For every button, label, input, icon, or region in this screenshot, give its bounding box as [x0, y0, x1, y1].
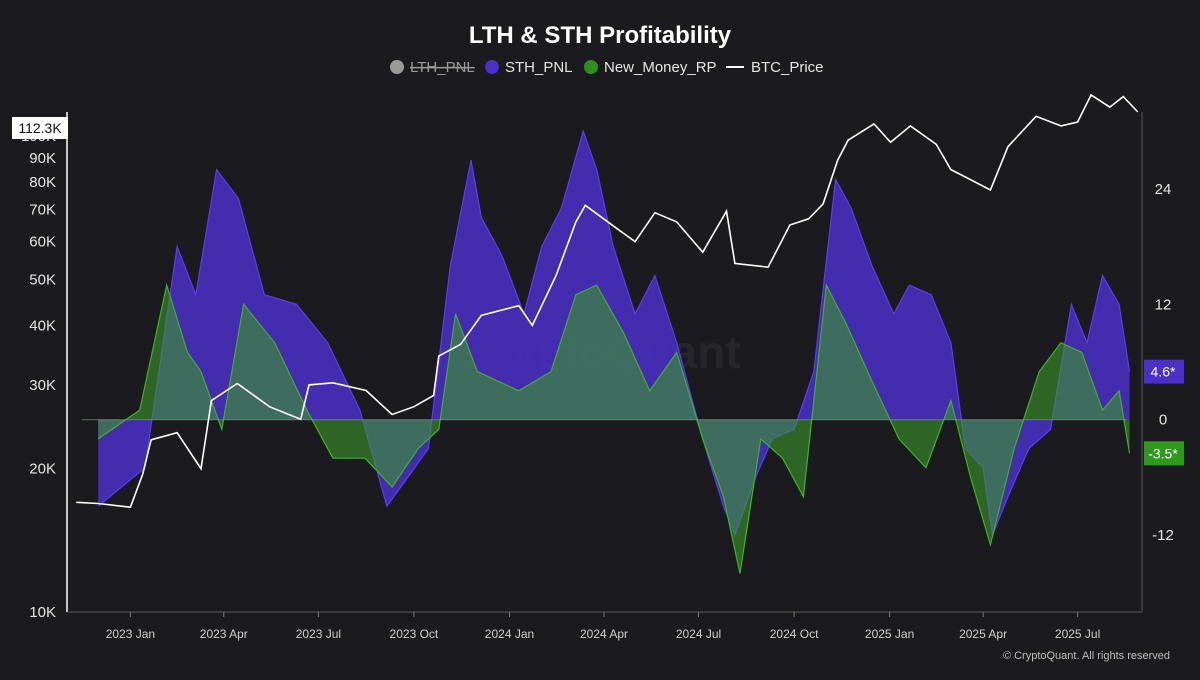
legend-dot-lth	[390, 60, 404, 74]
right-tick-label: 0	[1159, 412, 1167, 429]
legend-label-sth: STH_PNL	[505, 59, 573, 76]
new-money-value-badge-bg	[1144, 441, 1184, 466]
x-axis-ticks: 2023 Jan 2023 Apr 2023 Jul 2023 Oct 2024 Jan…	[106, 612, 1100, 641]
sth-value-badge-bg	[1144, 359, 1184, 384]
legend-label-lth: LTH_PNL	[410, 59, 475, 76]
btc-price-line	[76, 93, 1139, 509]
btc-layer	[76, 93, 1139, 509]
new-money-value-badge-label: -3.5*	[1148, 445, 1178, 461]
legend-item-lth[interactable]: LTH_PNL	[390, 59, 475, 76]
legend-dot-sth	[485, 60, 499, 74]
sth-value-badge-label: 4.6*	[1151, 364, 1176, 380]
x-tick-label: 2025 Jul	[1055, 627, 1100, 641]
legend-label-btc: BTC_Price	[751, 59, 824, 76]
x-tick-label: 2024 Oct	[770, 627, 819, 641]
x-tick-label: 2023 Apr	[200, 627, 248, 641]
left-tick-label: 90K	[29, 150, 56, 167]
x-tick-label: 2023 Oct	[390, 627, 439, 641]
legend-label-new-money: New_Money_RP	[604, 59, 717, 76]
legend-item-btc[interactable]: BTC_Price	[726, 59, 824, 76]
legend-item-new-money[interactable]: New_Money_RP	[584, 59, 717, 76]
x-tick-label: 2024 Jan	[485, 627, 534, 641]
x-tick-label: 2025 Jan	[865, 627, 914, 641]
new-money-value-badge: -3.5*	[1144, 441, 1184, 466]
x-tick-label: 2024 Jul	[676, 627, 721, 641]
new-money-area	[98, 285, 1130, 574]
copyright-text: © CryptoQuant. All rights reserved	[1003, 650, 1170, 662]
btc-price-badge-bg	[12, 117, 68, 139]
right-axis-ticks: -12 0 12 24	[1152, 181, 1174, 544]
left-axis-ticks: 10K20K30K40K50K60K70K80K90K100K	[21, 128, 56, 621]
x-tick-label: 2023 Jan	[106, 627, 155, 641]
left-tick-label: 80K	[29, 174, 56, 191]
chart-title: LTH & STH Profitability	[469, 22, 732, 49]
left-tick-label: 60K	[29, 234, 56, 251]
legend-item-sth[interactable]: STH_PNL	[485, 59, 573, 76]
new-money-layer	[97, 282, 1131, 574]
left-tick-label: 50K	[29, 271, 56, 288]
btc-price-badge-label: 112.3K	[18, 120, 62, 136]
right-tick-label: 12	[1155, 296, 1172, 313]
legend: LTH_PNL STH_PNL New_Money_RP BTC_Price	[390, 59, 824, 76]
x-tick-label: 2023 Jul	[296, 627, 341, 641]
sth-value-badge: 4.6*	[1144, 359, 1184, 384]
left-tick-label: 40K	[29, 317, 56, 334]
right-tick-label: -12	[1152, 527, 1174, 544]
right-tick-label: 24	[1155, 181, 1172, 198]
left-tick-label: 20K	[29, 461, 56, 478]
left-tick-label: 10K	[29, 604, 56, 621]
left-tick-label: 70K	[29, 202, 56, 219]
x-tick-label: 2025 Apr	[959, 627, 1007, 641]
left-tick-label: 30K	[29, 377, 56, 394]
x-tick-label: 2024 Apr	[580, 627, 628, 641]
btc-price-badge: 112.3K	[12, 117, 68, 139]
new-money-line	[97, 282, 1131, 574]
legend-dot-new-money	[584, 60, 598, 74]
